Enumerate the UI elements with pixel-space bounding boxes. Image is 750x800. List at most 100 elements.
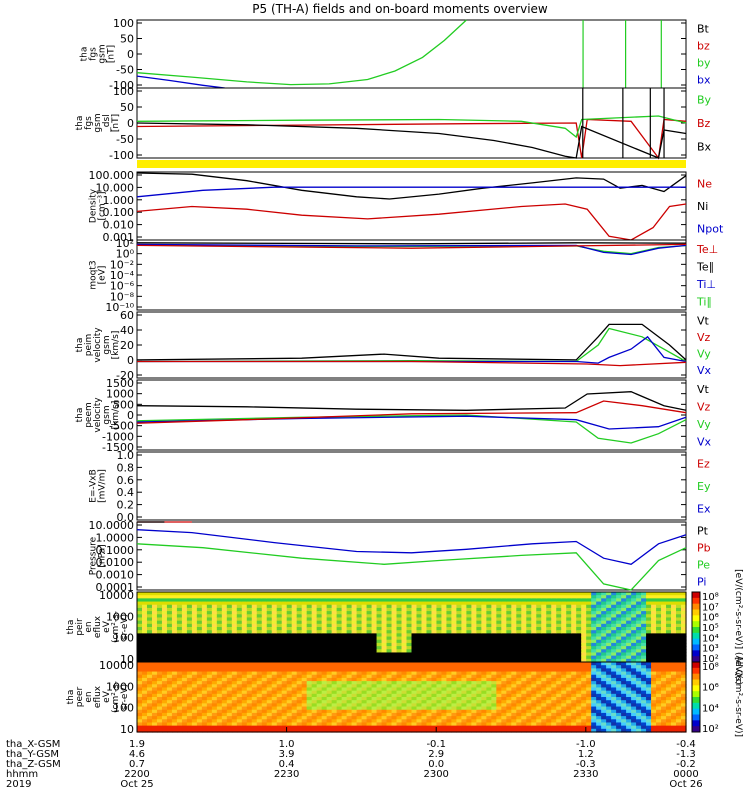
y-tick-label: 0 [127, 117, 134, 130]
spectrogram-cell [621, 607, 627, 612]
spectrogram-cell [546, 627, 552, 631]
spectrogram-cell [576, 687, 582, 692]
spectrogram-cell [486, 646, 492, 650]
spectrogram-cell [596, 655, 602, 660]
spectrogram-cell [271, 687, 278, 692]
spectrogram-cell [181, 709, 188, 714]
y-axis-label-line: peem [84, 402, 94, 428]
spectrogram-cell [351, 728, 358, 733]
spectrogram-cell [201, 649, 208, 654]
spectrogram-cell [431, 674, 438, 679]
spectrogram-cell [601, 607, 607, 612]
spectrogram-cell [221, 671, 228, 676]
spectrogram-cell [516, 617, 522, 622]
spectrogram-cell [491, 722, 497, 727]
spectrogram-cell [211, 665, 218, 669]
spectrogram-cell [521, 633, 527, 638]
spectrogram-cell [161, 674, 168, 679]
spectrogram-cell [396, 677, 403, 682]
spectrogram-cell [196, 646, 203, 650]
spectrogram-cell [196, 627, 203, 631]
spectrogram-cell [376, 601, 383, 606]
spectrogram-cell [156, 592, 163, 596]
spectrogram-cell [496, 649, 502, 654]
spectrogram-cell [596, 627, 602, 631]
spectrogram-cell [546, 687, 552, 692]
spectrogram-cell [491, 607, 497, 612]
spectrogram-cell [481, 697, 487, 701]
spectrogram-cell [346, 681, 353, 685]
spectrogram-cell [481, 690, 487, 695]
spectrogram-cell [296, 598, 303, 603]
spectrogram-cell [581, 706, 587, 711]
spectrogram-cell [246, 693, 253, 698]
spectrogram-cell [381, 639, 388, 644]
spectrogram-cell [606, 709, 612, 714]
spectrogram-cell [636, 595, 642, 599]
spectrogram-cell [501, 674, 507, 679]
spectrogram-cell [551, 649, 557, 654]
spectrogram-cell [361, 662, 368, 666]
spectrogram-cell [526, 598, 532, 603]
spectrogram-cell [156, 642, 163, 647]
spectrogram-cell [201, 598, 208, 603]
spectrogram-cell [571, 614, 577, 619]
spectrogram-cell [511, 700, 517, 704]
spectrogram-cell [161, 719, 168, 724]
spectrogram-cell [241, 658, 248, 663]
spectrogram-cell [631, 684, 637, 689]
spectrogram-cell [181, 642, 188, 647]
spectrogram-cell [611, 706, 617, 711]
spectrogram-cell [656, 617, 662, 622]
spectrogram-cell [141, 617, 148, 622]
spectrogram-cell [426, 719, 433, 724]
spectrogram-cell [236, 671, 243, 676]
spectrogram-cell [176, 607, 183, 612]
spectrogram-cell [281, 607, 288, 612]
spectrogram-cell [451, 665, 458, 669]
spectrogram-cell [166, 646, 173, 650]
spectrogram-cell [241, 636, 248, 641]
y-axis-label: tha fgs gsm _dsl [nT] [75, 113, 121, 132]
spectrogram-cell [137, 658, 143, 663]
spectrogram-cell [616, 719, 622, 724]
y-tick-label: 1.0 [117, 449, 135, 462]
series-Ne [136, 203, 687, 241]
spectrogram-cell [406, 623, 413, 628]
spectrogram-cell [256, 712, 263, 717]
spectrogram-cell [261, 690, 268, 695]
spectrogram-cell [291, 725, 298, 730]
spectrogram-cell [441, 655, 448, 660]
spectrogram-cell [606, 684, 612, 689]
spectrogram-cell [311, 614, 318, 619]
spectrogram-cell [626, 607, 632, 612]
spectrogram-cell [261, 703, 268, 708]
spectrogram-cell [651, 690, 657, 695]
spectrogram-cell [141, 722, 148, 727]
spectrogram-cell [571, 627, 577, 631]
spectrogram-cell [631, 722, 637, 727]
spectrogram-cell [451, 630, 458, 634]
spectrogram-cell [516, 620, 522, 625]
spectrogram-cell [636, 674, 642, 679]
spectrogram-cell [391, 674, 398, 679]
spectrogram-cell [251, 722, 258, 727]
spectrogram-cell [466, 687, 472, 692]
spectrogram-cell [376, 671, 383, 676]
spectrogram-cell [391, 693, 398, 698]
spectrogram-cell [281, 677, 288, 682]
spectrogram-cell [436, 725, 443, 730]
spectrogram-cell [331, 639, 338, 644]
spectrogram-cell [566, 709, 572, 714]
spectrogram-cell [171, 687, 178, 692]
spectrogram-cell [146, 604, 153, 609]
spectrogram-cell [456, 646, 463, 650]
spectrogram-cell [451, 697, 458, 701]
spectrogram-cell [306, 646, 313, 650]
spectrogram-cell [326, 725, 333, 730]
spectrogram-cell [406, 681, 413, 685]
spectrogram-cell [506, 712, 512, 717]
spectrogram-cell [401, 665, 408, 669]
spectrogram-cell [401, 598, 408, 603]
spectrogram-cell [596, 617, 602, 622]
